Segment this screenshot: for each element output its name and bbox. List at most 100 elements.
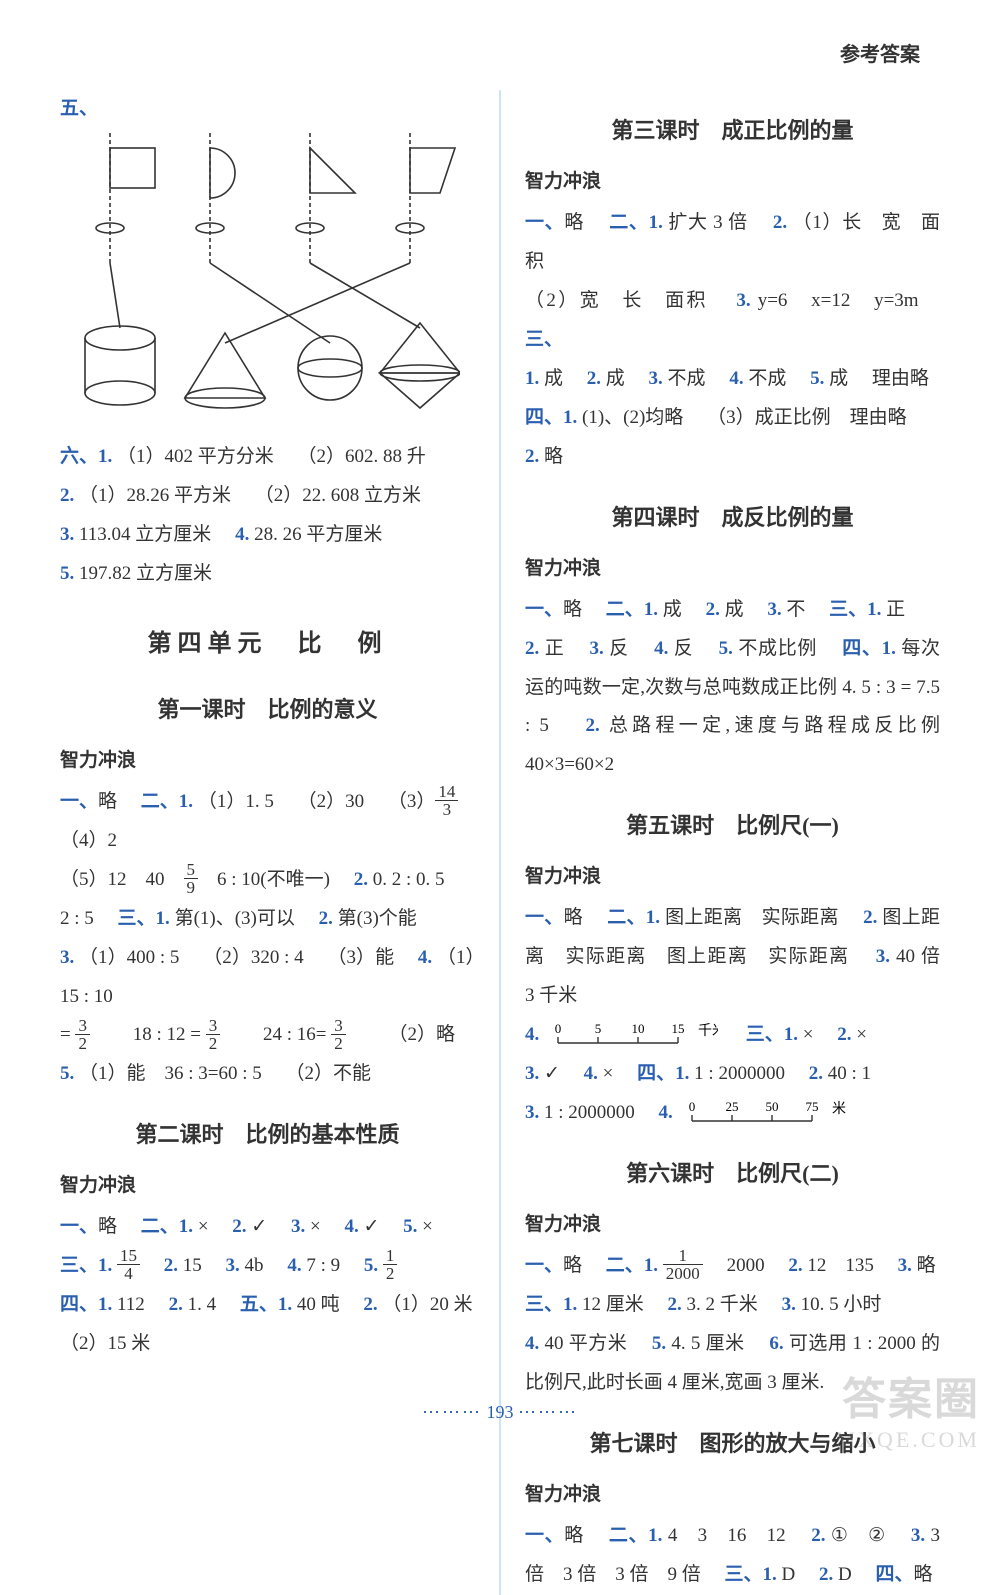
t: 4. [729,368,743,389]
t: 2. [788,1255,802,1276]
t: （2）320 : 4 [203,947,303,968]
t: × [856,1024,867,1045]
t: 四、1. [842,638,896,659]
t: 3. [525,1063,539,1084]
t: × [603,1063,614,1084]
t: 14 [435,783,458,801]
t: 5. [719,638,733,659]
t: 40 平方米 [544,1333,627,1354]
t: （3）成正比例 [707,407,831,428]
q5-label: 五、 [60,98,98,119]
t: y=6 x=12 y=3m [758,290,919,311]
t: 3 [331,1017,346,1035]
t: 10. 5 小时 [801,1294,882,1315]
t: （2）602. 88 升 [298,446,426,467]
frac: 154 [117,1247,140,1282]
zl-label: 智力冲浪 [525,550,940,589]
t: 4. [287,1255,301,1276]
t: （1）400 : 5 [79,947,179,968]
t: 2. [706,599,720,620]
t: 6 : 10(不唯一) [198,869,330,890]
t: 理由略 [850,407,907,428]
t: 略 [563,1255,582,1276]
t: ① ② [831,1525,886,1546]
t: 成 [606,368,625,389]
t: 4. [584,1063,598,1084]
t: 第(3)个能 [338,908,417,929]
t: 3. [60,524,74,545]
t: 4. [654,638,668,659]
t: 四、1. [637,1063,689,1084]
frac: 143 [435,783,458,818]
t: 3. [736,290,750,311]
t: 2. [819,1564,833,1585]
t: 成 [663,599,682,620]
scale-b: 0 25 50 75 米 [682,1099,852,1129]
t: 193 [487,1402,514,1422]
t: (1)、(2)均略 [582,407,683,428]
lesson2-title: 第二课时 比例的基本性质 [60,1112,475,1157]
svg-text:25: 25 [725,1099,738,1114]
t: 2. [232,1216,246,1237]
t: D [782,1564,796,1585]
t: 反 [674,638,694,659]
t: 反 [609,638,629,659]
t: × [803,1024,814,1045]
t: 一、 [525,1525,564,1546]
t: 三、1. [725,1564,777,1585]
t: 2. [164,1255,178,1276]
t: 2000 [727,1255,765,1276]
zl-label: 智力冲浪 [60,1167,475,1206]
t: 2 [331,1035,346,1052]
t: 2 [383,1265,398,1282]
t: 略 [914,1564,933,1585]
t: 成 [725,599,744,620]
t: 2. [668,1294,682,1315]
zl-label: 智力冲浪 [525,1206,940,1245]
t: 3. [226,1255,240,1276]
t: （1）402 平方分米 [117,446,274,467]
t: 3. [649,368,663,389]
lesson1-title: 第一课时 比例的意义 [60,687,475,732]
t: 2. [354,869,368,890]
t: 5. [403,1216,417,1237]
t: 2000 [663,1265,703,1282]
frac: 12000 [663,1247,703,1282]
t: 4. [418,947,432,968]
t: （3）能 [328,947,395,968]
t: 3. [782,1294,796,1315]
t: 2. [319,908,333,929]
svg-text:75: 75 [805,1099,818,1114]
t: 1. 4 [188,1294,217,1315]
svg-text:50: 50 [765,1099,778,1114]
t: 二、1. [141,791,193,812]
t: （4）2 [60,830,117,851]
t: 略 [544,446,563,467]
t: 成 [544,368,563,389]
t: 3 [435,801,458,818]
t: 三、 [525,329,563,350]
l1-body: 一、略 二、1. （1）1. 5 （2）30 （3）143 （4）2 （5）12… [60,783,475,1095]
t: 2. [837,1024,851,1045]
t: 略 [564,212,584,233]
t: 12 135 [807,1255,874,1276]
t: 28. 26 平方厘米 [254,524,382,545]
t: 正 [545,638,565,659]
t: 二、1. [607,907,660,928]
l5-body: 一、略 二、1. 图上距离 实际距离 2. 图上距离 实际距离 图上距离 实际距… [525,899,940,1133]
t: 略 [98,1216,117,1237]
t: 3. [291,1216,305,1237]
t: 二、1. [609,1525,663,1546]
t: 扩大 3 倍 [668,212,747,233]
left-column: 五、 [60,90,495,1595]
t: 2. [811,1525,825,1546]
t: 3. [876,946,890,967]
t: 1 : 2000000 [694,1063,785,1084]
t: （2）22. 608 立方米 [255,485,421,506]
t: 略 [564,907,583,928]
t: 2. [525,638,539,659]
t: 0. 2 : 0. 5 [373,869,445,890]
t: 四、 [876,1564,914,1585]
t: ✓ [363,1216,379,1237]
t: 12 厘米 [582,1294,644,1315]
